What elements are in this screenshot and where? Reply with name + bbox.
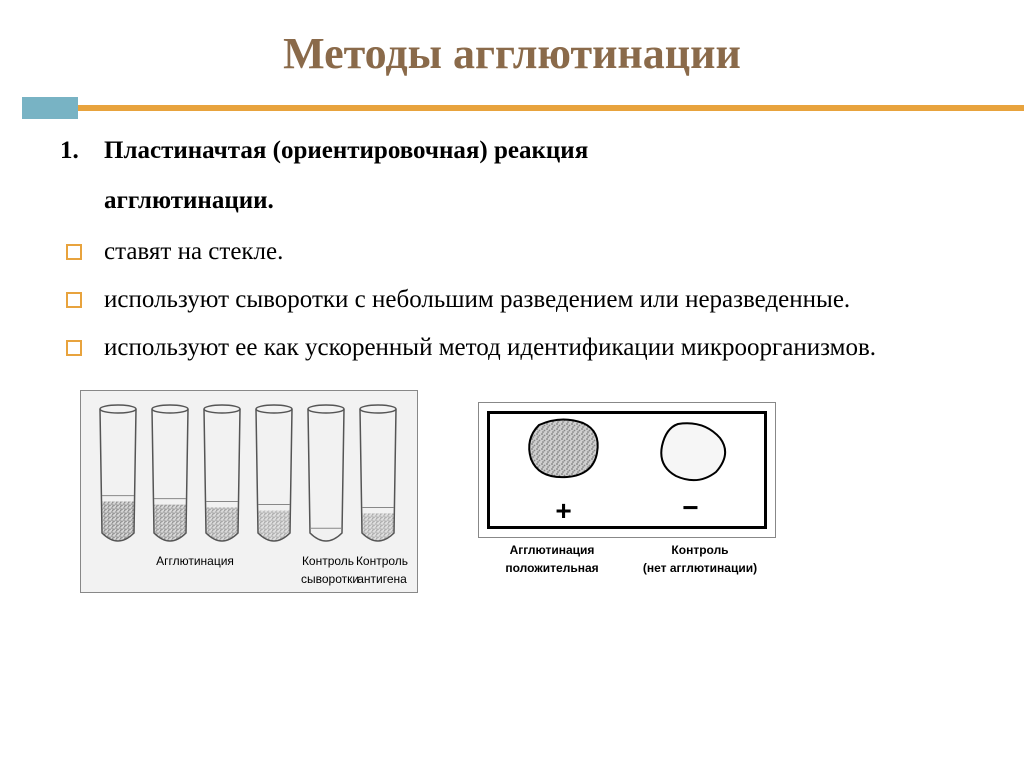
- test-tube: [251, 403, 297, 551]
- title-divider: [0, 97, 1024, 105]
- bullet-item: используют сыворотки с небольшим разведе…: [60, 282, 964, 318]
- slide-labels: Агглютинацияположительная Контроль(нет а…: [478, 542, 776, 577]
- tube-labels: Агглютинация Контрольсыворотки Контрольа…: [89, 553, 409, 588]
- numbered-item-cont: агглютинации.: [60, 183, 964, 219]
- slide-title: Методы агглютинации: [60, 28, 964, 79]
- negative-sign: −: [648, 488, 734, 529]
- negative-sample: −: [648, 416, 734, 528]
- slide-box: + −: [478, 402, 776, 538]
- test-tube: [199, 403, 245, 551]
- content-area: 1.Пластиначтая (ориентировочная) реакция…: [60, 133, 964, 593]
- test-tube: [147, 403, 193, 551]
- divider-accent-orange: [78, 105, 1024, 111]
- positive-blob-icon: [521, 413, 607, 483]
- divider-accent-teal: [22, 97, 78, 119]
- label-agglutination: Агглютинация: [89, 553, 301, 588]
- test-tube: [355, 403, 401, 551]
- item-number: 1.: [60, 133, 104, 169]
- label-negative: Контроль(нет агглютинации): [626, 542, 774, 577]
- positive-sample: +: [521, 413, 607, 531]
- figure-tubes: Агглютинация Контрольсыворотки Контрольа…: [80, 390, 418, 593]
- numbered-text-line1: Пластиначтая (ориентировочная) реакция: [104, 137, 588, 164]
- label-positive: Агглютинацияположительная: [478, 542, 626, 577]
- negative-blob-icon: [648, 416, 734, 486]
- label-serum-control: Контрольсыворотки: [301, 553, 355, 588]
- label-antigen-control: Контрольантигена: [355, 553, 409, 588]
- bullet-item: используют ее как ускоренный метод идент…: [60, 330, 964, 366]
- numbered-item: 1.Пластиначтая (ориентировочная) реакция: [60, 133, 964, 169]
- test-tube: [303, 403, 349, 551]
- bullet-item: ставят на стекле.: [60, 234, 964, 270]
- positive-sign: +: [521, 491, 607, 532]
- figure-slide-test: + − Агглютинацияположительная Контроль(н…: [478, 402, 776, 577]
- test-tube: [95, 403, 141, 551]
- slide-inner: + −: [487, 411, 767, 529]
- tubes-row: [89, 399, 409, 551]
